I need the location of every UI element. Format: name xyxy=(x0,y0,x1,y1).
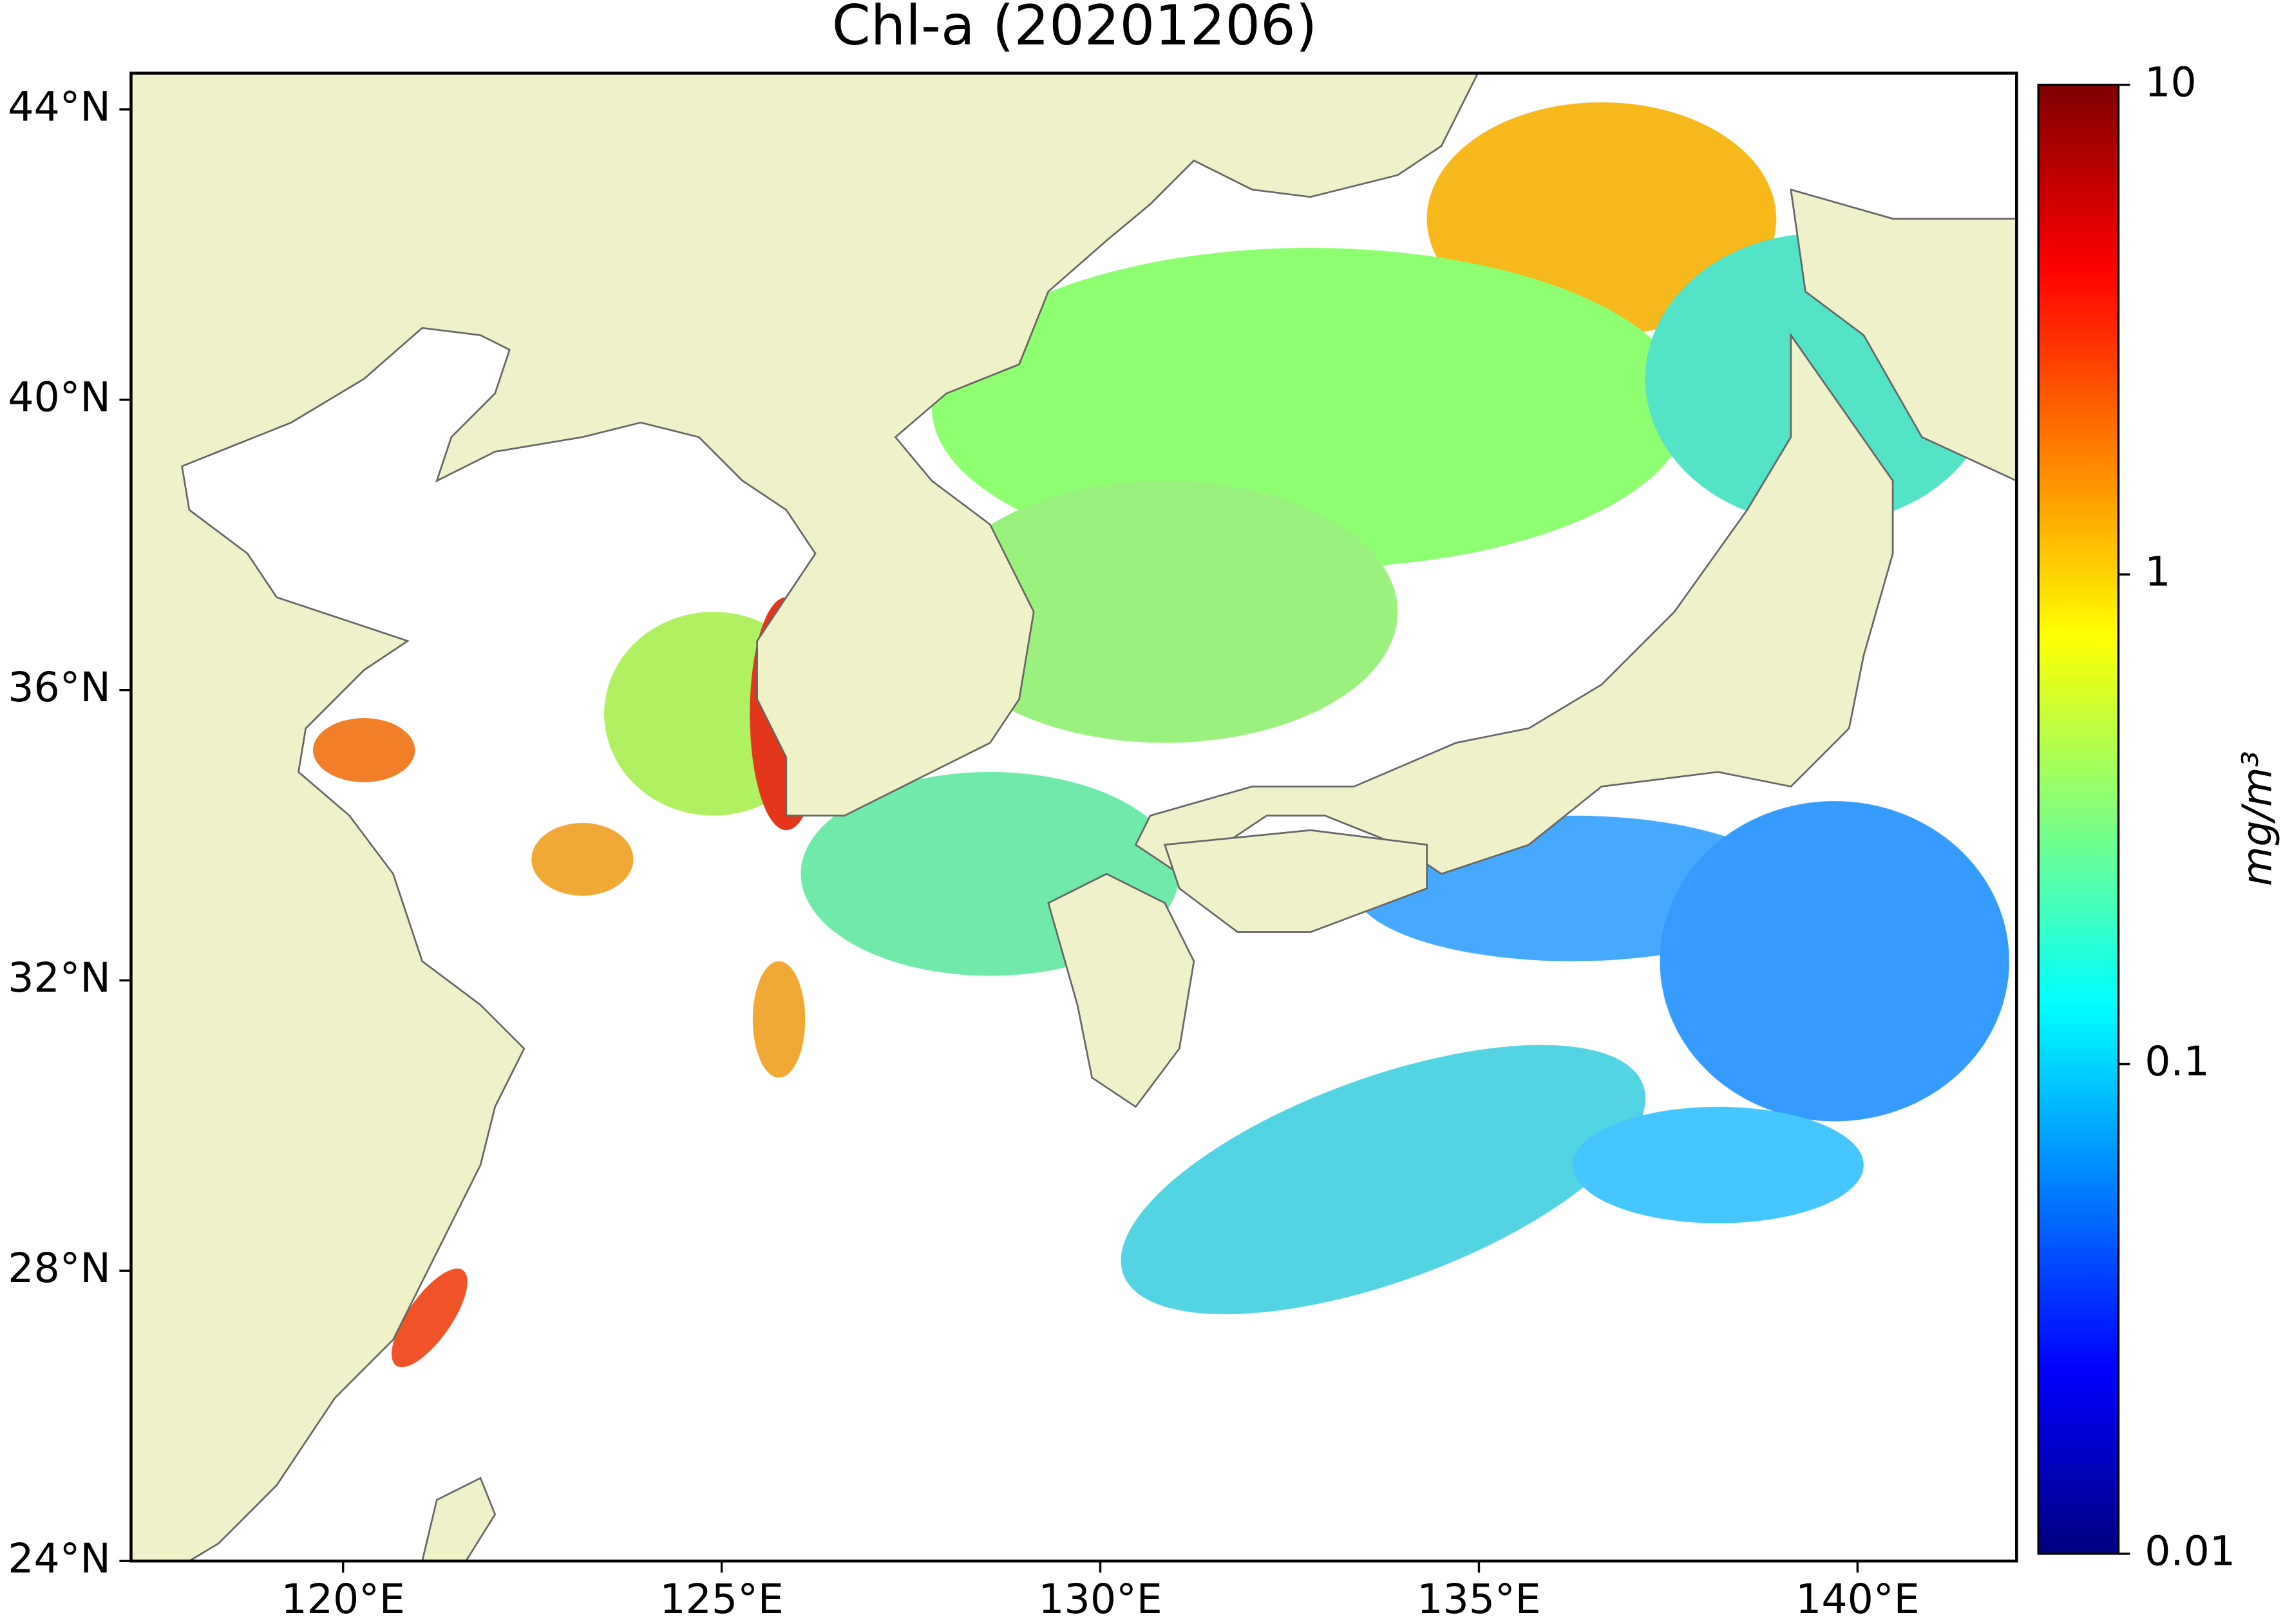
x-tick-label: 120°E xyxy=(281,1575,404,1623)
patch xyxy=(531,822,634,896)
land-taiwan xyxy=(421,1477,497,1562)
x-tick-label: 125°E xyxy=(659,1575,783,1623)
x-tick-label: 135°E xyxy=(1417,1575,1540,1623)
y-tick-label: 44°N xyxy=(8,83,111,131)
patch xyxy=(752,961,806,1078)
land-honshu xyxy=(1134,332,1894,875)
colorbar-tick-label: 10 xyxy=(2145,58,2197,106)
colorbar xyxy=(2037,84,2120,1555)
patch xyxy=(1572,1106,1864,1223)
chl-patches xyxy=(313,102,2009,1368)
patch xyxy=(1660,801,2009,1122)
patch xyxy=(392,1269,468,1368)
land-mainland xyxy=(131,73,1479,1562)
colorbar-tick-label: 0.01 xyxy=(2145,1527,2235,1574)
x-tick-label: 140°E xyxy=(1795,1575,1919,1623)
x-tick-label: 130°E xyxy=(1038,1575,1162,1623)
map-layer xyxy=(131,73,2017,1562)
y-tick-label: 40°N xyxy=(8,373,111,420)
patch xyxy=(1121,1044,1646,1314)
y-tick-label: 28°N xyxy=(8,1244,111,1292)
patch xyxy=(931,480,1398,743)
colorbar-tick-label: 1 xyxy=(2145,548,2170,596)
land-shikoku xyxy=(1163,829,1428,933)
land-kyushu xyxy=(1047,873,1195,1108)
y-tick-label: 36°N xyxy=(8,663,111,711)
patch xyxy=(313,718,415,782)
colorbar-label: mg/m³ xyxy=(2233,751,2280,886)
land-hokkaido xyxy=(1790,188,2017,482)
y-tick-label: 24°N xyxy=(8,1534,111,1582)
colorbar-tick-label: 0.1 xyxy=(2145,1037,2210,1085)
y-tick-label: 32°N xyxy=(8,954,111,1001)
chart-title: Chl-a (20201206) xyxy=(832,0,1318,58)
map-frame xyxy=(129,71,2018,1563)
